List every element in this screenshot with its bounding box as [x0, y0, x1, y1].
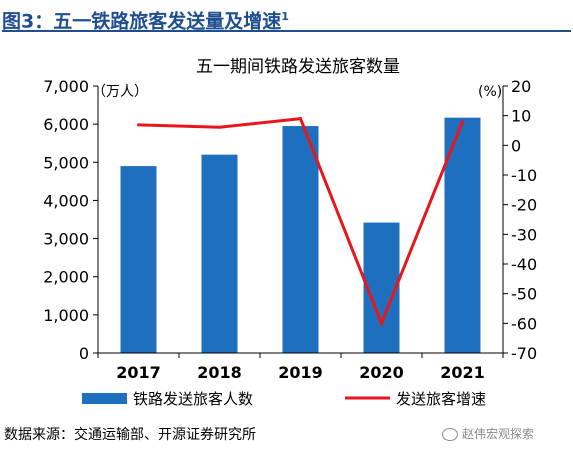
figure-title-text: 图3：五一铁路旅客发送量及增速 — [2, 10, 282, 33]
x-tick-label: 2019 — [278, 363, 323, 382]
left-axis-unit: （万人） — [92, 84, 148, 100]
left-tick-label: 7,000 — [43, 77, 89, 96]
bar-2018 — [201, 154, 238, 353]
right-tick-label: -20 — [511, 196, 537, 215]
right-tick-label: 20 — [511, 77, 531, 96]
x-tick-label: 2021 — [440, 363, 485, 382]
chart: 五一期间铁路发送旅客数量 （万人） (%) 0 1,000 2,000 3,000 4,… — [43, 57, 537, 408]
right-tick-label: -70 — [511, 344, 537, 363]
watermark: 赵伟宏观探索 — [442, 425, 534, 442]
growth-point-2021 — [461, 120, 464, 124]
x-tick-label: 2017 — [116, 363, 161, 382]
growth-point-2019 — [299, 117, 302, 121]
growth-point-2018 — [218, 125, 221, 129]
wechat-icon — [442, 428, 458, 441]
left-tick-label: 2,000 — [43, 268, 89, 287]
right-tick-label: -40 — [511, 255, 537, 274]
legend-bar-label: 铁路发送旅客人数 — [133, 390, 253, 408]
left-tick-label: 1,000 — [43, 306, 89, 325]
left-tick-label: 4,000 — [43, 191, 89, 210]
right-tick-label: -50 — [511, 285, 537, 304]
left-tick-label: 6,000 — [43, 115, 89, 134]
left-tick-label: 3,000 — [43, 230, 89, 249]
figure-title-footnote: 1 — [281, 10, 289, 23]
growth-point-2020 — [380, 321, 383, 325]
x-tick-label: 2018 — [197, 363, 242, 382]
right-tick-label: -10 — [511, 166, 537, 185]
growth-point-2017 — [137, 123, 140, 127]
bar-2021 — [444, 117, 481, 353]
right-axis-unit: (%) — [478, 84, 502, 100]
source-note: 数据来源：交通运输部、开源证券研究所 — [4, 427, 256, 443]
legend-line-label: 发送旅客增速 — [396, 390, 486, 408]
figure-title: 图3：五一铁路旅客发送量及增速1 — [2, 2, 571, 32]
bar-2020 — [363, 222, 400, 353]
chart-title: 五一期间铁路发送旅客数量 — [196, 57, 400, 77]
right-tick-label: 10 — [511, 107, 531, 126]
bar-2017 — [120, 166, 157, 353]
right-tick-label: 0 — [511, 136, 521, 155]
left-tick-label: 5,000 — [43, 153, 89, 172]
legend-bar-swatch — [82, 393, 127, 404]
right-tick-label: -60 — [511, 314, 537, 333]
right-tick-label: -30 — [511, 225, 537, 244]
left-tick-label: 0 — [79, 344, 89, 363]
watermark-text: 赵伟宏观探索 — [462, 427, 535, 441]
x-tick-label: 2020 — [359, 363, 404, 382]
bar-2019 — [282, 126, 319, 353]
